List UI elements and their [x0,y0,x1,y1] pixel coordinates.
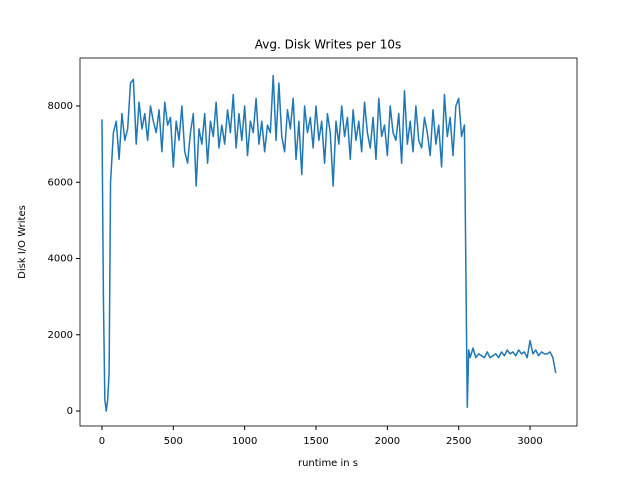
data-line [101,74,557,412]
y-tick-label: 0 [67,406,73,417]
x-tick-label: 1000 [232,436,257,447]
y-tick-label: 8000 [48,101,73,112]
y-tick-label: 6000 [48,177,73,188]
x-tick-label: 3000 [517,436,542,447]
chart-title: Avg. Disk Writes per 10s [255,38,401,52]
x-tick-label: 0 [99,436,105,447]
x-tick-label: 2000 [375,436,400,447]
x-axis-label: runtime in s [298,458,358,469]
y-tick-label: 4000 [48,254,73,265]
x-tick-label: 1500 [303,436,328,447]
x-tick-label: 500 [164,436,183,447]
y-axis-label: Disk I/O Writes [17,205,28,279]
plot-frame [79,57,578,427]
x-tick-label: 2500 [446,436,471,447]
y-tick-label: 2000 [48,330,73,341]
